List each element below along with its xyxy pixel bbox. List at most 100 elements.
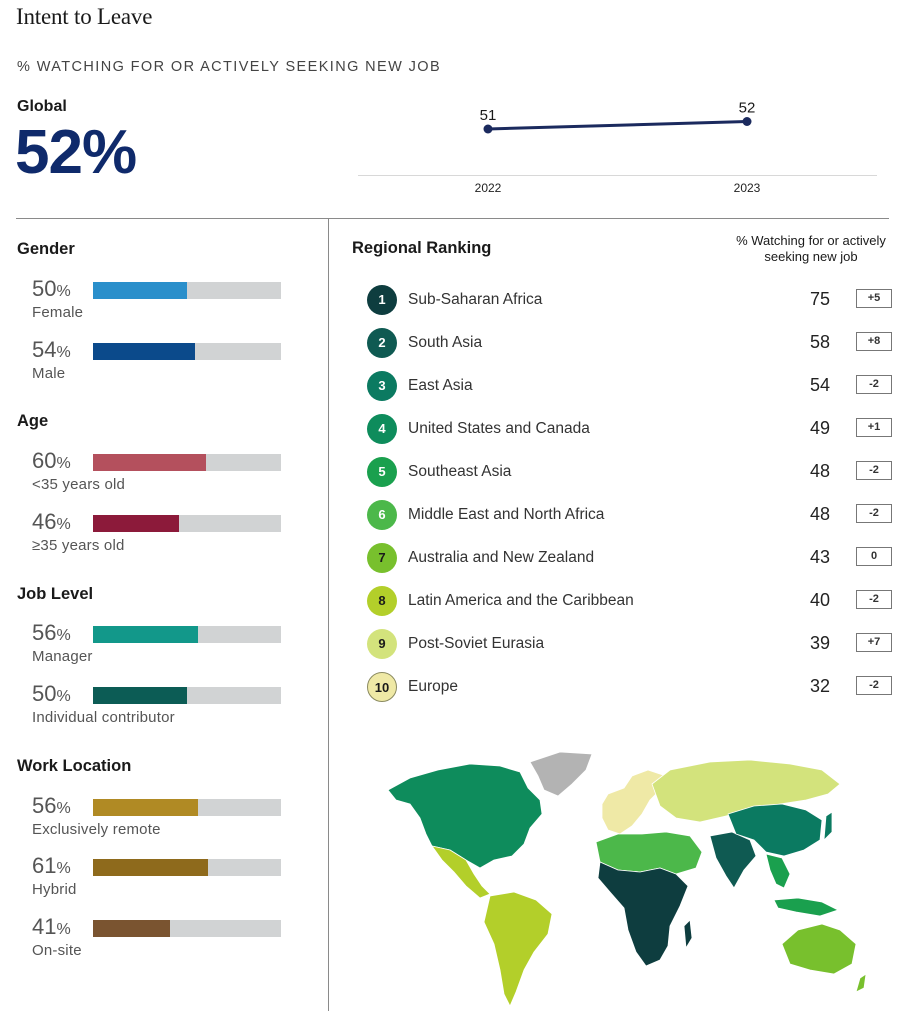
rank-badge: 2 (367, 328, 397, 358)
region-name: United States and Canada (408, 420, 590, 437)
region-value: 48 (809, 461, 830, 481)
rank-badge: 5 (367, 457, 397, 487)
metric-label: Exclusively remote (32, 821, 161, 838)
page-subtitle: % WATCHING FOR OR ACTIVELY SEEKING NEW J… (17, 59, 442, 75)
metric-percent: 41% (32, 914, 71, 940)
metric-percent-symbol: % (56, 688, 71, 705)
trend-data-label: 52 (739, 100, 756, 117)
region-value: 54 (809, 375, 830, 395)
map-region-south-asia (709, 831, 757, 889)
regional-ranking-title: Regional Ranking (352, 239, 492, 257)
group-title: Gender (17, 240, 75, 258)
ranking-row: 7 Australia and New Zealand 43 0 (366, 543, 896, 573)
metric-percent-symbol: % (56, 800, 71, 817)
group-title: Work Location (17, 757, 132, 775)
region-change: -2 (856, 461, 892, 480)
metric-label: On-site (32, 942, 82, 959)
ranking-row: 6 Middle East and North Africa 48 -2 (366, 500, 896, 530)
rank-badge: 10 (367, 672, 397, 702)
region-value: 58 (809, 332, 830, 352)
region-change: -2 (856, 375, 892, 394)
metric-percent-value: 50 (32, 681, 57, 706)
map-region-post-soviet-eurasia (651, 759, 841, 823)
region-value: 49 (809, 418, 830, 438)
region-change: 0 (856, 547, 892, 566)
metric-item: 54% Male (32, 337, 292, 387)
metric-item: 56% Exclusively remote (32, 793, 292, 843)
metric-percent: 50% (32, 681, 71, 707)
metric-bar-track (93, 859, 281, 876)
metric-percent-value: 41 (32, 914, 57, 939)
metric-percent: 50% (32, 276, 71, 302)
map-region-sub-saharan-africa (597, 861, 689, 967)
metric-bar (93, 920, 171, 937)
region-change: -2 (856, 590, 892, 609)
region-change: -2 (856, 504, 892, 523)
rank-badge: 8 (367, 586, 397, 616)
group-title: Age (17, 412, 49, 430)
metric-item: 60% <35 years old (32, 448, 292, 498)
metric-percent-value: 56 (32, 793, 57, 818)
region-value: 43 (809, 547, 830, 567)
trend-x-tick: 2022 (475, 181, 502, 195)
region-name: Southeast Asia (408, 463, 512, 480)
region-name: East Asia (408, 377, 473, 394)
metric-label: ≥35 years old (32, 537, 125, 554)
metric-percent-symbol: % (56, 860, 71, 877)
metric-bar (93, 859, 208, 876)
region-name: Sub-Saharan Africa (408, 291, 543, 308)
metric-percent: 54% (32, 337, 71, 363)
region-name: South Asia (408, 334, 483, 351)
region-value: 39 (809, 633, 830, 653)
metric-percent-value: 60 (32, 448, 57, 473)
trend-point (483, 124, 493, 134)
region-name: Middle East and North Africa (408, 506, 605, 523)
rank-badge: 6 (367, 500, 397, 530)
metric-percent: 56% (32, 793, 71, 819)
metric-bar (93, 454, 206, 471)
page-title: Intent to Leave (16, 4, 153, 29)
rank-badge: 1 (367, 285, 397, 315)
metric-bar-track (93, 454, 281, 471)
ranking-row: 3 East Asia 54 -2 (366, 371, 896, 401)
ranking-row: 9 Post-Soviet Eurasia 39 +7 (366, 629, 896, 659)
metric-percent-symbol: % (56, 516, 71, 533)
region-name: Australia and New Zealand (408, 549, 595, 566)
rank-badge: 4 (367, 414, 397, 444)
trend-data-label: 51 (480, 107, 497, 124)
map-region-japan (823, 811, 833, 841)
map-region-southeast-asia (773, 897, 839, 917)
ranking-row: 10 Europe 32 -2 (366, 672, 896, 702)
metric-bar (93, 799, 199, 816)
metric-percent-symbol: % (56, 455, 71, 472)
metric-percent: 56% (32, 620, 71, 646)
metric-percent-symbol: % (56, 921, 71, 938)
ranking-row: 1 Sub-Saharan Africa 75 +5 (366, 285, 896, 315)
metric-bar-track (93, 687, 281, 704)
global-value: 52% (15, 118, 137, 187)
metric-label: <35 years old (32, 476, 126, 493)
rank-badge: 7 (367, 543, 397, 573)
map-region-united-states-canada (387, 763, 543, 869)
metric-percent-value: 50 (32, 276, 57, 301)
rank-badge: 3 (367, 371, 397, 401)
region-value: 32 (809, 676, 830, 696)
map-region-east-asia (727, 803, 823, 857)
metric-label: Hybrid (32, 881, 77, 898)
region-name: Post-Soviet Eurasia (408, 635, 545, 652)
rank-badge: 9 (367, 629, 397, 659)
metric-label: Female (32, 304, 84, 321)
metric-percent-value: 46 (32, 509, 57, 534)
map-region-new-zealand (855, 973, 867, 993)
metric-bar-track (93, 626, 281, 643)
metric-bar-track (93, 282, 281, 299)
ranking-row: 2 South Asia 58 +8 (366, 328, 896, 358)
region-name: Latin America and the Caribbean (408, 592, 634, 609)
ranking-row: 5 Southeast Asia 48 -2 (366, 457, 896, 487)
ranking-row: 8 Latin America and the Caribbean 40 -2 (366, 586, 896, 616)
metric-bar-track (93, 343, 281, 360)
metric-label: Manager (32, 648, 93, 665)
group-title: Job Level (17, 585, 94, 603)
metric-bar-track (93, 515, 281, 532)
metric-bar (93, 687, 187, 704)
